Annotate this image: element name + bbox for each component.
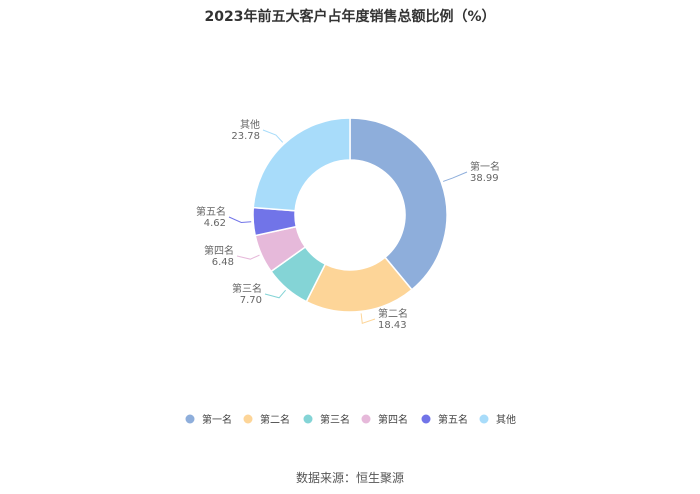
leader-line-other [262,129,284,143]
legend-label-second[interactable]: 第二名 [260,413,290,426]
legend-label-first[interactable]: 第一名 [202,413,232,426]
leader-line-fourth [236,254,260,260]
legend-marker-first [185,414,195,424]
slice-other [252,117,351,212]
slice-name-fifth: 第五名 [196,205,226,218]
slice-value-other: 23.78 [231,131,260,142]
slice-name-other: 其他 [240,118,260,131]
legend-marker-third [303,414,313,424]
legend: 第一名 第二名 第三名 第四名 第五名 其他 [185,413,516,426]
slice-name-first: 第一名 [470,160,500,173]
leader-lines [228,129,468,324]
slice-first [349,117,448,291]
legend-label-third[interactable]: 第三名 [320,413,350,426]
slice-value-third: 7.70 [240,295,262,306]
slice-name-third: 第三名 [232,282,262,295]
data-source: 数据来源：恒生聚源 [295,471,404,485]
slice-name-second: 第二名 [378,307,408,320]
legend-label-fourth[interactable]: 第四名 [378,413,408,426]
legend-marker-fifth [421,414,431,424]
slice-value-fifth: 4.62 [204,218,226,229]
slice-name-fourth: 第四名 [204,244,234,257]
chart-title: 2023年前五大客户占年度销售总额比例（%） [204,9,496,25]
legend-label-fifth[interactable]: 第五名 [438,413,468,426]
slice-value-second: 18.43 [378,320,407,331]
slice-value-first: 38.99 [470,173,499,184]
leader-line-second [360,313,376,324]
legend-label-other[interactable]: 其他 [496,413,516,426]
slices [252,117,448,313]
legend-marker-fourth [361,414,371,424]
leader-line-fifth [228,216,252,223]
legend-marker-other [479,414,489,424]
leader-line-first [442,171,468,182]
legend-marker-second [243,414,253,424]
leader-line-third [264,289,286,299]
slice-value-fourth: 6.48 [212,257,234,268]
